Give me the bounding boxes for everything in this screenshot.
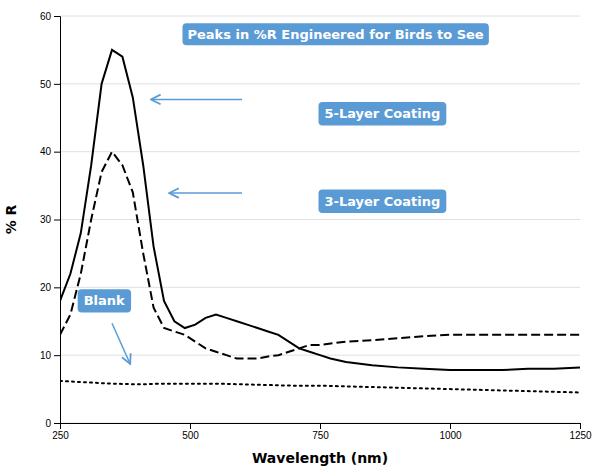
grid-line [60,287,580,288]
x-axis-line [61,424,581,430]
annotation: Peaks in %R Engineered for Birds to See [182,23,488,45]
y-axis-line [54,17,61,424]
series-line [60,50,580,370]
x-tick: 750 [312,423,329,441]
x-tick-mark [320,423,321,429]
y-tick-mark [54,355,60,356]
annotation-arrow [169,192,242,194]
plot: 250 500 750 1000 1250 0 10 20 30 40 50 60 Peaks in %… [40,11,592,441]
annotations: Peaks in %R Engineered for Birds to See 5… [78,23,489,364]
x-tick-mark [580,423,581,429]
y-tick: 0 [45,418,60,429]
x-tick: 1250 [569,423,592,441]
y-tick: 30 [40,214,60,225]
annotation-text: Peaks in %R Engineered for Birds to See [187,27,483,42]
y-tick: 50 [40,79,60,90]
x-axis: 250 500 750 1000 1250 [52,423,592,441]
y-tick-mark [54,287,60,288]
y-tick-label: 20 [40,282,52,293]
y-tick-label: 10 [40,350,52,361]
grid [60,16,580,423]
chart: 250 500 750 1000 1250 0 10 20 30 40 50 60 Peaks in %… [0,0,600,473]
x-tick-label: 500 [182,430,199,441]
x-tick-label: 750 [312,430,329,441]
y-tick-label: 30 [40,214,52,225]
annotation-box [78,289,131,312]
y-tick-mark [54,16,60,17]
annotation: Blank [78,289,131,312]
x-tick-mark [450,423,451,429]
x-tick-label: 250 [52,430,69,441]
x-tick: 250 [52,423,69,441]
series-line [60,381,580,393]
lines [60,50,580,393]
y-tick-label: 50 [40,79,52,90]
annotation-text: Blank [84,293,125,308]
y-tick: 20 [40,282,60,293]
y-tick-mark [54,423,60,424]
annotation-text: 5-Layer Coating [324,106,440,121]
y-tick-mark [54,84,60,85]
y-tick-label: 40 [40,146,52,157]
annotation-text: 3-Layer Coating [324,194,440,209]
series-line [60,152,580,359]
y-tick: 40 [40,146,60,157]
grid-line [60,83,580,84]
annotation: 5-Layer Coating [318,102,446,125]
x-tick: 1000 [439,423,462,441]
y-tick: 60 [40,11,60,22]
y-tick-mark [54,152,60,153]
annotation-box [318,189,446,212]
x-tick-label: 1250 [569,430,592,441]
annotation-box [318,102,446,125]
annotation-arrow [112,323,130,364]
x-tick-label: 1000 [439,430,462,441]
x-tick-mark [190,423,191,429]
y-tick-label: 60 [40,11,52,22]
grid-line [60,16,580,17]
y-tick-mark [54,220,60,221]
annotation-box [182,23,488,45]
y-axis: 0 10 20 30 40 50 60 [40,11,61,429]
y-tick: 10 [40,350,60,361]
grid-line [60,151,580,152]
x-axis-title: Wavelength (nm) [252,450,388,466]
y-axis-title: % R [3,204,19,234]
y-tick-label: 0 [45,418,51,429]
annotation: 3-Layer Coating [318,189,446,212]
x-tick: 500 [182,423,199,441]
annotation-arrow [151,99,242,101]
